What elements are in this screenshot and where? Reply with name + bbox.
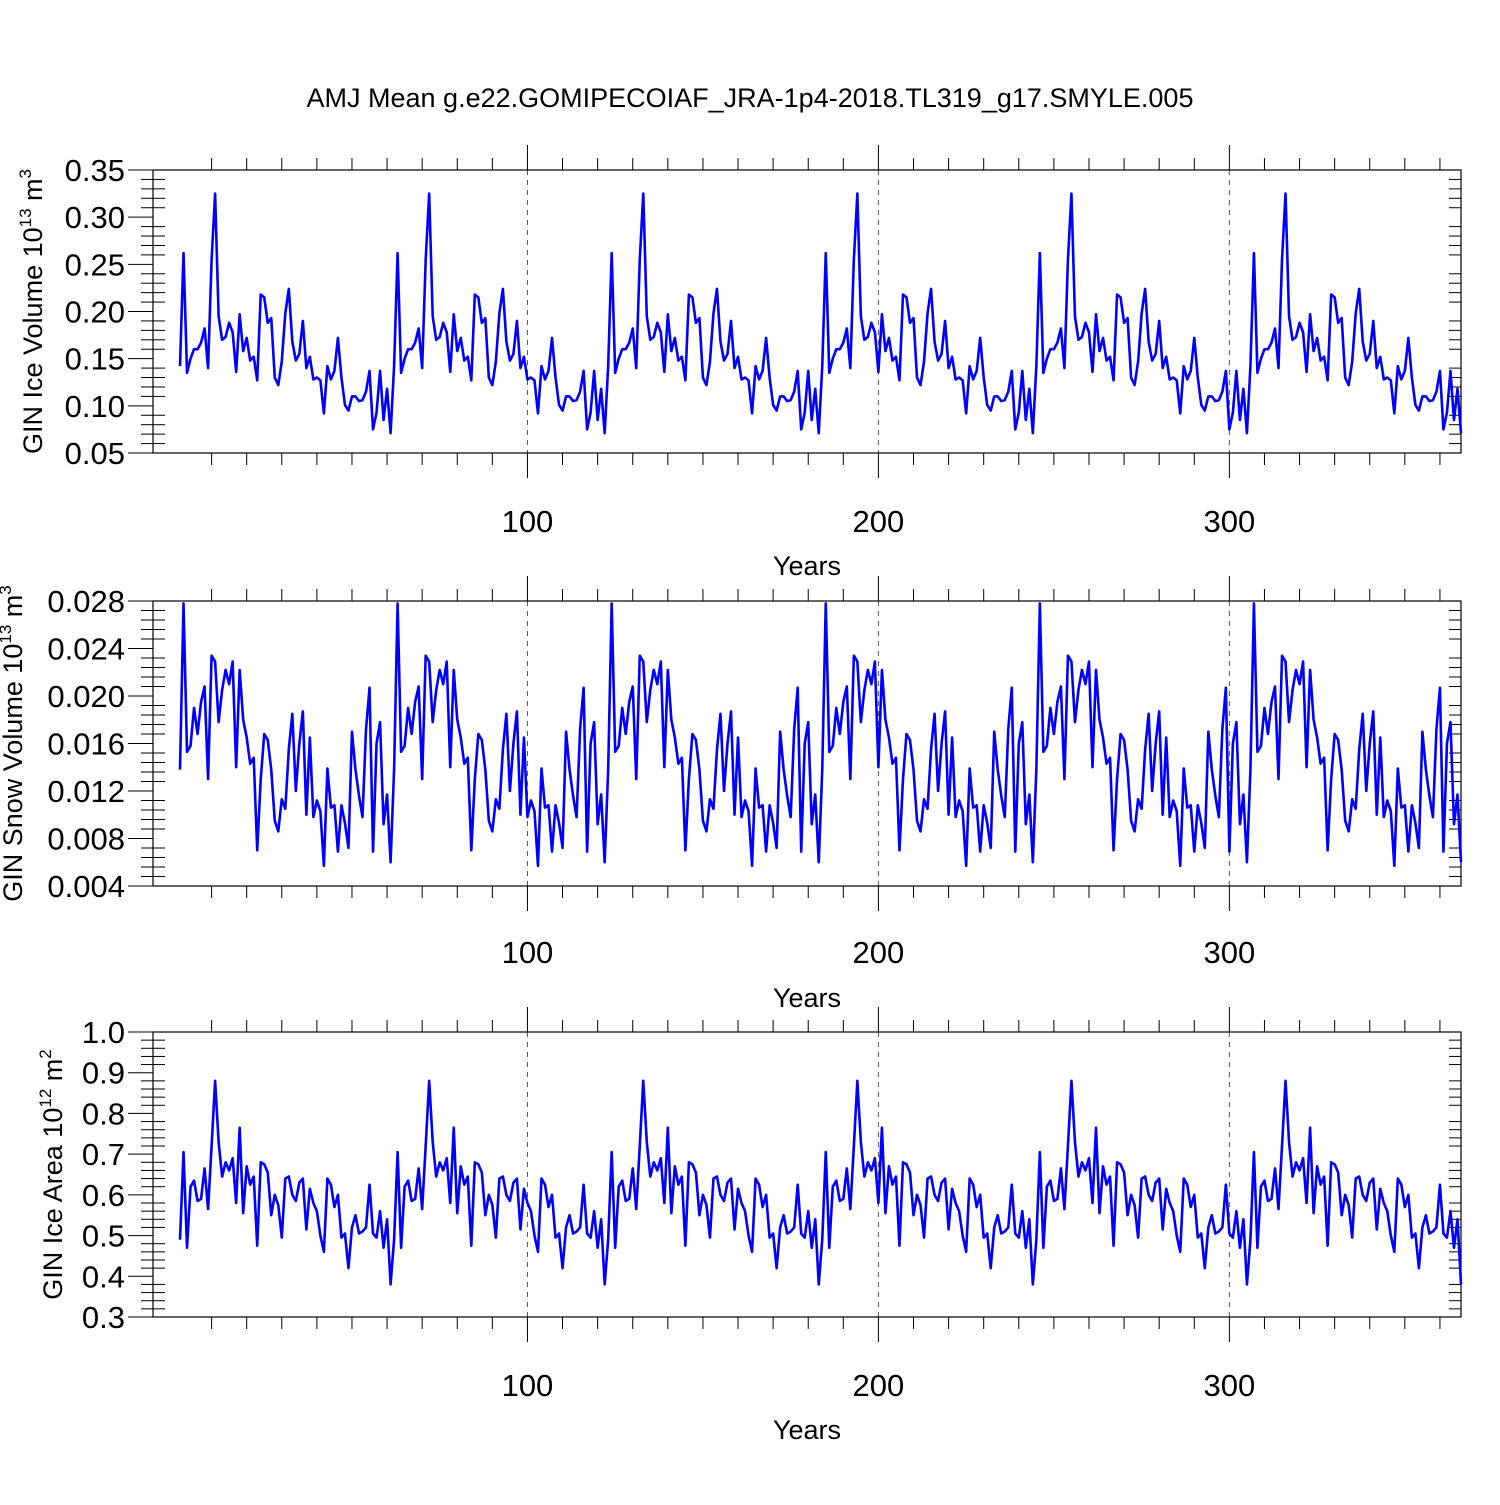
series-line-ice-area [178,1079,1463,1286]
x-tick-label: 300 [1203,1368,1255,1403]
x-tick-label: 200 [853,1368,905,1403]
y-tick-label: 0.30 [65,200,125,235]
y-axis-label: GIN Ice Area 1012 m2 [36,1049,68,1300]
x-axis-label: Years [773,1415,841,1445]
y-tick-label: 0.20 [65,295,125,330]
x-axis-label: Years [773,983,841,1013]
plot-frame [152,1031,1462,1318]
y-tick-label: 0.35 [65,153,125,188]
y-tick-label: 0.05 [65,436,125,471]
y-tick-label: 0.25 [65,247,125,282]
x-tick-label: 100 [502,504,554,539]
y-tick-label: 1.0 [82,1015,125,1050]
series-line-snow-volume [178,602,1463,868]
x-axis-label: Years [773,551,841,581]
series-line-ice-volume [178,192,1463,435]
y-axis-label: GIN Snow Volume 1013 m3 [0,585,28,902]
y-tick-label: 0.012 [47,774,125,809]
y-tick-label: 0.9 [82,1056,125,1091]
panel-snow-volume: 0.004 0.008 0.012 0.016 0.020 0.024 0.028 100 20… [0,576,1463,1013]
y-tick-label: 0.6 [82,1178,125,1213]
y-tick-label: 0.15 [65,342,125,377]
chart-title: AMJ Mean g.e22.GOMIPECOIAF_JRA-1p4-2018.… [307,83,1194,113]
panel-ice-volume: 0.05 0.10 0.15 0.20 0.25 0.30 0.35 100 200 300 Yea… [16,145,1463,581]
y-tick-label: 0.004 [47,869,125,904]
x-tick-label: 100 [502,935,554,970]
x-tick-label: 300 [1203,504,1255,539]
y-tick-label: 0.008 [47,822,125,857]
panel-ice-area: 0.3 0.4 0.5 0.6 0.7 0.8 0.9 1.0 100 200 300 Years GI… [36,1007,1463,1445]
y-axis-label: GIN Ice Volume 1013 m3 [16,169,48,454]
x-tick-label: 200 [853,504,905,539]
y-tick-label: 0.4 [82,1259,125,1294]
x-tick-label: 200 [853,935,905,970]
y-tick-label: 0.3 [82,1300,125,1335]
y-tick-label: 0.7 [82,1137,125,1172]
y-tick-label: 0.020 [47,679,125,714]
x-tick-label: 100 [502,1368,554,1403]
y-tick-label: 0.10 [65,389,125,424]
y-tick-label: 0.5 [82,1219,125,1254]
y-tick-label: 0.028 [47,584,125,619]
y-tick-label: 0.8 [82,1096,125,1131]
x-tick-label: 300 [1203,935,1255,970]
y-tick-label: 0.016 [47,727,125,762]
y-tick-label: 0.024 [47,632,125,667]
